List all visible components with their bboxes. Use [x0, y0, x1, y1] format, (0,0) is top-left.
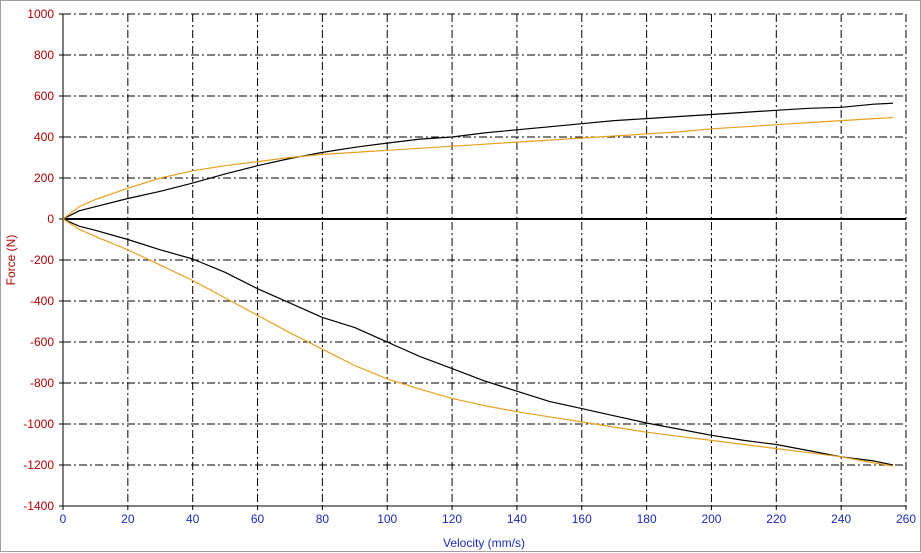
- x-tick-label: 20: [121, 512, 135, 526]
- y-tick-label: 0: [47, 212, 54, 226]
- y-tick-label: -800: [30, 376, 54, 390]
- y-tick-label: 200: [34, 171, 54, 185]
- y-tick-label: -1000: [23, 417, 54, 431]
- y-tick-label: 1000: [27, 7, 54, 21]
- x-tick-label: 180: [637, 512, 657, 526]
- x-tick-label: 140: [507, 512, 527, 526]
- x-tick-label: 160: [572, 512, 592, 526]
- y-tick-label: -1400: [23, 499, 54, 513]
- x-tick-label: 200: [701, 512, 721, 526]
- y-tick-label: 600: [34, 89, 54, 103]
- series-line-2: [62, 116, 894, 220]
- x-tick-labels: 0 20 40 60 80 100 120 140 160 180 200 220 240 260: [60, 506, 916, 526]
- x-tick-label: 240: [831, 512, 851, 526]
- x-tick-label: 260: [896, 512, 916, 526]
- y-tick-label: -400: [30, 294, 54, 308]
- y-tick-label: 800: [34, 48, 54, 62]
- y-tick-label: -600: [30, 335, 54, 349]
- x-tick-label: 40: [186, 512, 200, 526]
- series-line-4: [62, 218, 894, 467]
- series-line-3: [62, 218, 894, 466]
- x-tick-label: 80: [316, 512, 330, 526]
- y-tick-label: 400: [34, 130, 54, 144]
- y-tick-label: -1200: [23, 458, 54, 472]
- x-tick-label: 120: [442, 512, 462, 526]
- x-tick-label: 100: [377, 512, 397, 526]
- x-axis-title: Velocity (mm/s): [443, 536, 525, 550]
- series-group: [62, 102, 894, 467]
- x-tick-label: 0: [60, 512, 67, 526]
- series-line-1: [62, 102, 894, 220]
- x-tick-label: 60: [251, 512, 265, 526]
- y-tick-label: -200: [30, 253, 54, 267]
- y-axis-title: Force (N): [4, 235, 18, 286]
- y-tick-labels: 1000 800 600 400 200 0 -200 -400 -600 -800 -1000 -1…: [23, 7, 63, 513]
- x-tick-label: 220: [766, 512, 786, 526]
- grid-lines: [62, 13, 907, 507]
